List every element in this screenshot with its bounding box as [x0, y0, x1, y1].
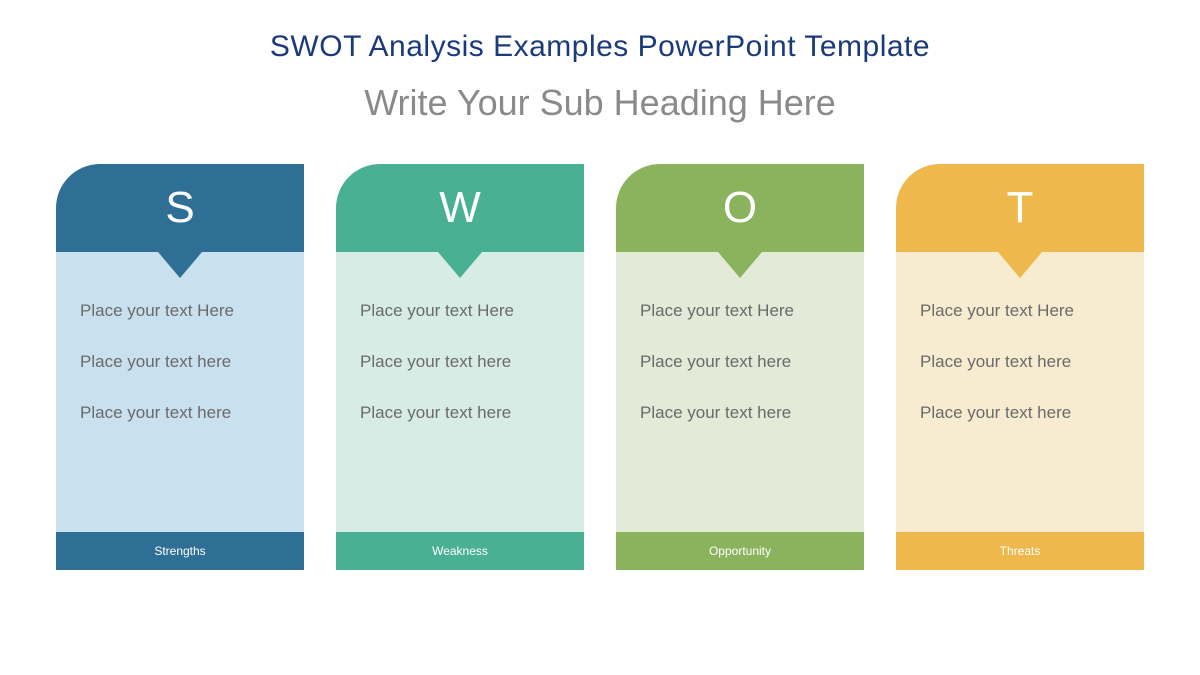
- card-text: Place your text Here: [920, 300, 1120, 323]
- card-text: Place your text Here: [360, 300, 560, 323]
- card-header: O: [616, 164, 864, 252]
- card-footer-label: Threats: [896, 532, 1144, 570]
- card-text: Place your text here: [80, 402, 280, 425]
- card-text: Place your text here: [360, 402, 560, 425]
- card-footer-label: Strengths: [56, 532, 304, 570]
- chevron-down-icon: [158, 252, 202, 278]
- card-text: Place your text here: [640, 402, 840, 425]
- card-header: T: [896, 164, 1144, 252]
- card-body: Place your text Here Place your text her…: [56, 252, 304, 532]
- card-text: Place your text Here: [80, 300, 280, 323]
- card-text: Place your text here: [920, 402, 1120, 425]
- card-letter: T: [1007, 183, 1034, 233]
- card-footer-label: Weakness: [336, 532, 584, 570]
- chevron-down-icon: [718, 252, 762, 278]
- card-body: Place your text Here Place your text her…: [336, 252, 584, 532]
- chevron-down-icon: [438, 252, 482, 278]
- swot-card-opportunity: O Place your text Here Place your text h…: [616, 164, 864, 570]
- card-header: S: [56, 164, 304, 252]
- card-text: Place your text here: [920, 351, 1120, 374]
- main-title: SWOT Analysis Examples PowerPoint Templa…: [270, 30, 930, 64]
- card-body: Place your text Here Place your text her…: [896, 252, 1144, 532]
- swot-card-weakness: W Place your text Here Place your text h…: [336, 164, 584, 570]
- card-letter: S: [165, 183, 194, 233]
- card-text: Place your text here: [360, 351, 560, 374]
- sub-title: Write Your Sub Heading Here: [364, 82, 836, 124]
- card-footer-label: Opportunity: [616, 532, 864, 570]
- swot-card-strengths: S Place your text Here Place your text h…: [56, 164, 304, 570]
- card-letter: W: [439, 183, 481, 233]
- cards-row: S Place your text Here Place your text h…: [0, 164, 1200, 570]
- card-text: Place your text Here: [640, 300, 840, 323]
- slide-container: SWOT Analysis Examples PowerPoint Templa…: [0, 0, 1200, 675]
- chevron-down-icon: [998, 252, 1042, 278]
- card-header: W: [336, 164, 584, 252]
- card-text: Place your text here: [80, 351, 280, 374]
- card-text: Place your text here: [640, 351, 840, 374]
- card-letter: O: [723, 183, 757, 233]
- card-body: Place your text Here Place your text her…: [616, 252, 864, 532]
- swot-card-threats: T Place your text Here Place your text h…: [896, 164, 1144, 570]
